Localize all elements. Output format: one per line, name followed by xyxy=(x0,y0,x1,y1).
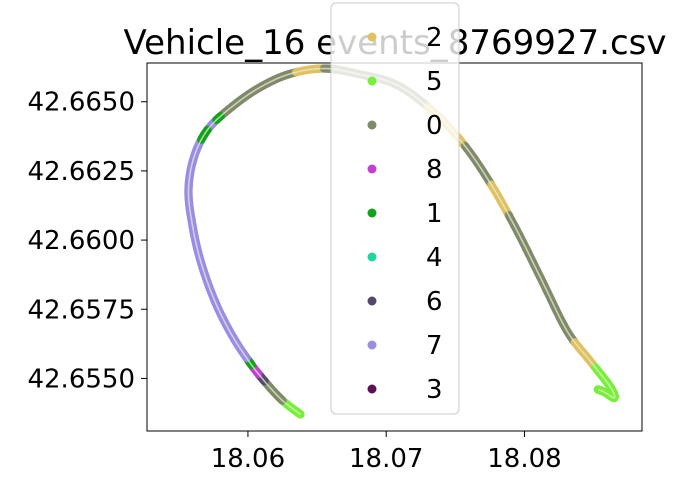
legend-marker xyxy=(367,384,377,394)
x-tick-label: 18.07 xyxy=(349,444,423,474)
y-tick-label: 42.6600 xyxy=(27,226,135,256)
axis-ticks: 18.06 18.07 18.08 42.6550 42.6575 42.6600 42.6… xyxy=(27,88,561,474)
legend-label: 8 xyxy=(426,155,443,185)
legend-label: 3 xyxy=(426,375,443,405)
track-line xyxy=(187,67,616,416)
legend-entry-5: 5 xyxy=(367,67,443,97)
legend-entry-0: 0 xyxy=(367,111,443,141)
legend-marker xyxy=(367,340,377,350)
plot-layer xyxy=(184,64,619,419)
legend-entry-4: 4 xyxy=(367,243,443,273)
legend-entry-8: 8 xyxy=(367,155,443,185)
data-point xyxy=(593,385,603,394)
legend-marker xyxy=(367,164,377,174)
legend-label: 5 xyxy=(426,67,443,97)
legend-entry-2: 2 xyxy=(367,23,443,53)
legend-marker xyxy=(367,252,377,262)
legend-entry-3: 3 xyxy=(367,375,443,405)
legend-label: 7 xyxy=(426,331,443,361)
legend-label: 0 xyxy=(426,111,443,141)
y-tick-label: 42.6650 xyxy=(27,88,135,118)
legend-marker xyxy=(367,76,377,86)
legend-entry-7: 7 xyxy=(367,331,443,361)
y-tick-label: 42.6575 xyxy=(27,295,135,325)
legend-entry-1: 1 xyxy=(367,199,443,229)
legend-entry-6: 6 xyxy=(367,287,443,317)
y-tick-label: 42.6550 xyxy=(27,364,135,394)
legend-box xyxy=(330,2,460,415)
legend-marker xyxy=(367,296,377,306)
legend-marker xyxy=(367,208,377,218)
legend-label: 4 xyxy=(426,243,443,273)
legend-marker xyxy=(367,120,377,130)
legend-label: 1 xyxy=(426,199,443,229)
y-tick-label: 42.6625 xyxy=(27,157,135,187)
x-tick-label: 18.06 xyxy=(211,444,285,474)
legend-marker xyxy=(367,32,377,42)
x-tick-label: 18.08 xyxy=(487,444,561,474)
legend-label: 6 xyxy=(426,287,443,317)
legend: 2 5 0 8 1 4 6 7 3 xyxy=(330,2,460,415)
legend-label: 2 xyxy=(426,23,443,53)
series-0-segment xyxy=(216,68,300,120)
